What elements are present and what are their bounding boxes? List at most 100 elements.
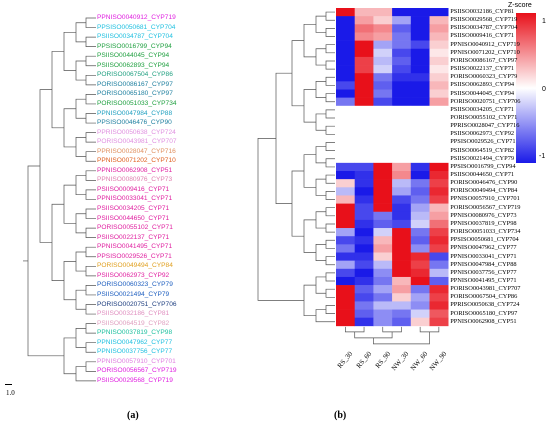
heatmap-cell xyxy=(336,154,355,164)
tree-leaf-label: PPNISO0047962_CYP77 xyxy=(97,338,173,346)
heatmap-cell xyxy=(410,244,430,253)
heatmap-cell xyxy=(392,105,412,115)
heatmap-cell xyxy=(354,195,374,204)
row-dendrogram-branch xyxy=(325,142,335,151)
row-dendrogram-branch xyxy=(315,81,326,98)
legend-tick-low: -1 xyxy=(539,153,546,160)
tree-leaf-label: PPNISO0037819_CYP98 xyxy=(97,329,173,337)
heatmap-cell xyxy=(410,162,430,172)
heatmap-cell xyxy=(354,187,374,196)
heatmap-cell xyxy=(392,179,412,188)
heatmap-cell xyxy=(392,154,412,164)
heatmap-cell xyxy=(336,32,355,41)
heatmap-cell xyxy=(336,211,355,221)
row-dendrogram-branch xyxy=(325,109,335,119)
heatmap-cell xyxy=(373,219,393,229)
heatmap-cell xyxy=(429,113,449,123)
heatmap-cell xyxy=(336,73,355,82)
heatmap-row-label: PORISO0043981_CYP707 xyxy=(450,285,521,293)
heatmap-cell xyxy=(429,276,449,286)
heatmap-cell xyxy=(373,252,393,261)
heatmap-cell xyxy=(410,293,430,302)
heatmap-cell xyxy=(336,317,355,327)
tree-leaf-label: PPRISO0028047_CYP716 xyxy=(97,147,176,155)
heatmap-cell xyxy=(410,309,430,318)
row-dendrogram-branch xyxy=(325,76,335,86)
row-dendrogram-branch xyxy=(325,288,335,298)
heatmap-cell xyxy=(336,16,355,25)
heatmap-cell xyxy=(392,8,412,17)
legend-tick-high: 1 xyxy=(542,18,546,25)
heatmap-cell xyxy=(392,301,412,310)
heatmap-cell xyxy=(410,301,430,310)
heatmap-cell xyxy=(373,40,393,50)
tree-leaf-label: PPNISO0047984_CYP88 xyxy=(97,109,173,117)
heatmap-cell xyxy=(336,65,355,74)
heatmap-cell xyxy=(429,203,449,213)
heatmap-cell xyxy=(354,317,374,327)
heatmap-row-label: PORISO0086167_CYP97 xyxy=(450,56,518,64)
heatmap-row-label: PPNISO0040912_CYP719 xyxy=(450,40,520,48)
heatmap-cell xyxy=(354,252,374,261)
heatmap-cell xyxy=(354,146,374,155)
heatmap-cell xyxy=(410,187,430,196)
heatmap-cell xyxy=(354,228,374,237)
heatmap-cell xyxy=(410,97,430,107)
tree-leaf-label: PORISO0067504_CYP86 xyxy=(97,71,173,79)
heatmap-cell xyxy=(429,285,449,294)
heatmap-cell xyxy=(392,146,412,155)
heatmap-cell xyxy=(354,268,374,278)
heatmap-cell xyxy=(429,293,449,302)
heatmap-row-label: PPSISO0029526_CYP71 xyxy=(450,138,516,146)
heatmap-row-label: PPNISO0071202_CYP710 xyxy=(450,48,520,56)
heatmap-cell xyxy=(336,219,355,229)
heatmap-cell xyxy=(373,89,393,98)
heatmap-cell xyxy=(336,244,355,253)
heatmap-cell xyxy=(354,244,374,253)
heatmap-cell xyxy=(373,154,393,164)
heatmap-cell xyxy=(429,130,449,139)
heatmap-cell xyxy=(392,195,412,204)
heatmap-cell xyxy=(336,252,355,261)
row-dendrogram-branch xyxy=(315,276,326,294)
heatmap-row-label: PPNISO0033041_CYP71 xyxy=(450,252,517,260)
heatmap-cell xyxy=(354,171,374,180)
row-dendrogram-branch xyxy=(325,93,335,103)
heatmap-cell xyxy=(392,48,412,58)
tree-leaf-label: PPSISO0016799_CYP94 xyxy=(97,42,172,50)
heatmap-cell xyxy=(336,203,355,213)
row-dendrogram-branch xyxy=(315,113,326,131)
heatmap-row-label: PORISO0056567_CYP719 xyxy=(450,203,521,211)
heatmap-cell xyxy=(373,130,393,139)
tree-leaf-label: PORISO0065180_CYP97 xyxy=(97,90,173,98)
legend-title: Z-score xyxy=(508,2,532,9)
heatmap-cell xyxy=(410,236,430,245)
heatmap-cell xyxy=(354,179,374,188)
heatmap-cell xyxy=(429,211,449,221)
heatmap-cell xyxy=(336,228,355,237)
heatmap-cell xyxy=(392,244,412,253)
row-dendrogram-branch xyxy=(325,174,335,184)
heatmap-cell xyxy=(392,113,412,123)
heatmap-cell xyxy=(392,268,412,278)
tree-leaf-label: PSIISO0062973_CYP92 xyxy=(97,271,170,279)
heatmap-cell xyxy=(373,113,393,123)
heatmap-cell xyxy=(429,301,449,310)
heatmap-cell xyxy=(354,16,374,25)
heatmap-cell xyxy=(410,276,430,286)
tree-leaf-label: PPNISO0033041_CYP71 xyxy=(97,195,173,203)
heatmap-cell xyxy=(354,89,374,98)
heatmap-cell xyxy=(410,154,430,164)
heatmap-cell xyxy=(336,89,355,98)
heatmap-cell xyxy=(429,48,449,58)
heatmap-cell xyxy=(373,122,393,131)
heatmap-cell xyxy=(392,276,412,286)
heatmap-cell xyxy=(336,56,355,66)
heatmap-cell xyxy=(336,268,355,278)
scale-bar xyxy=(5,384,12,385)
tree-leaf-label: PORISO0043981_CYP707 xyxy=(97,138,177,146)
row-dendrogram-branch xyxy=(325,272,335,282)
heatmap-cell xyxy=(392,130,412,139)
